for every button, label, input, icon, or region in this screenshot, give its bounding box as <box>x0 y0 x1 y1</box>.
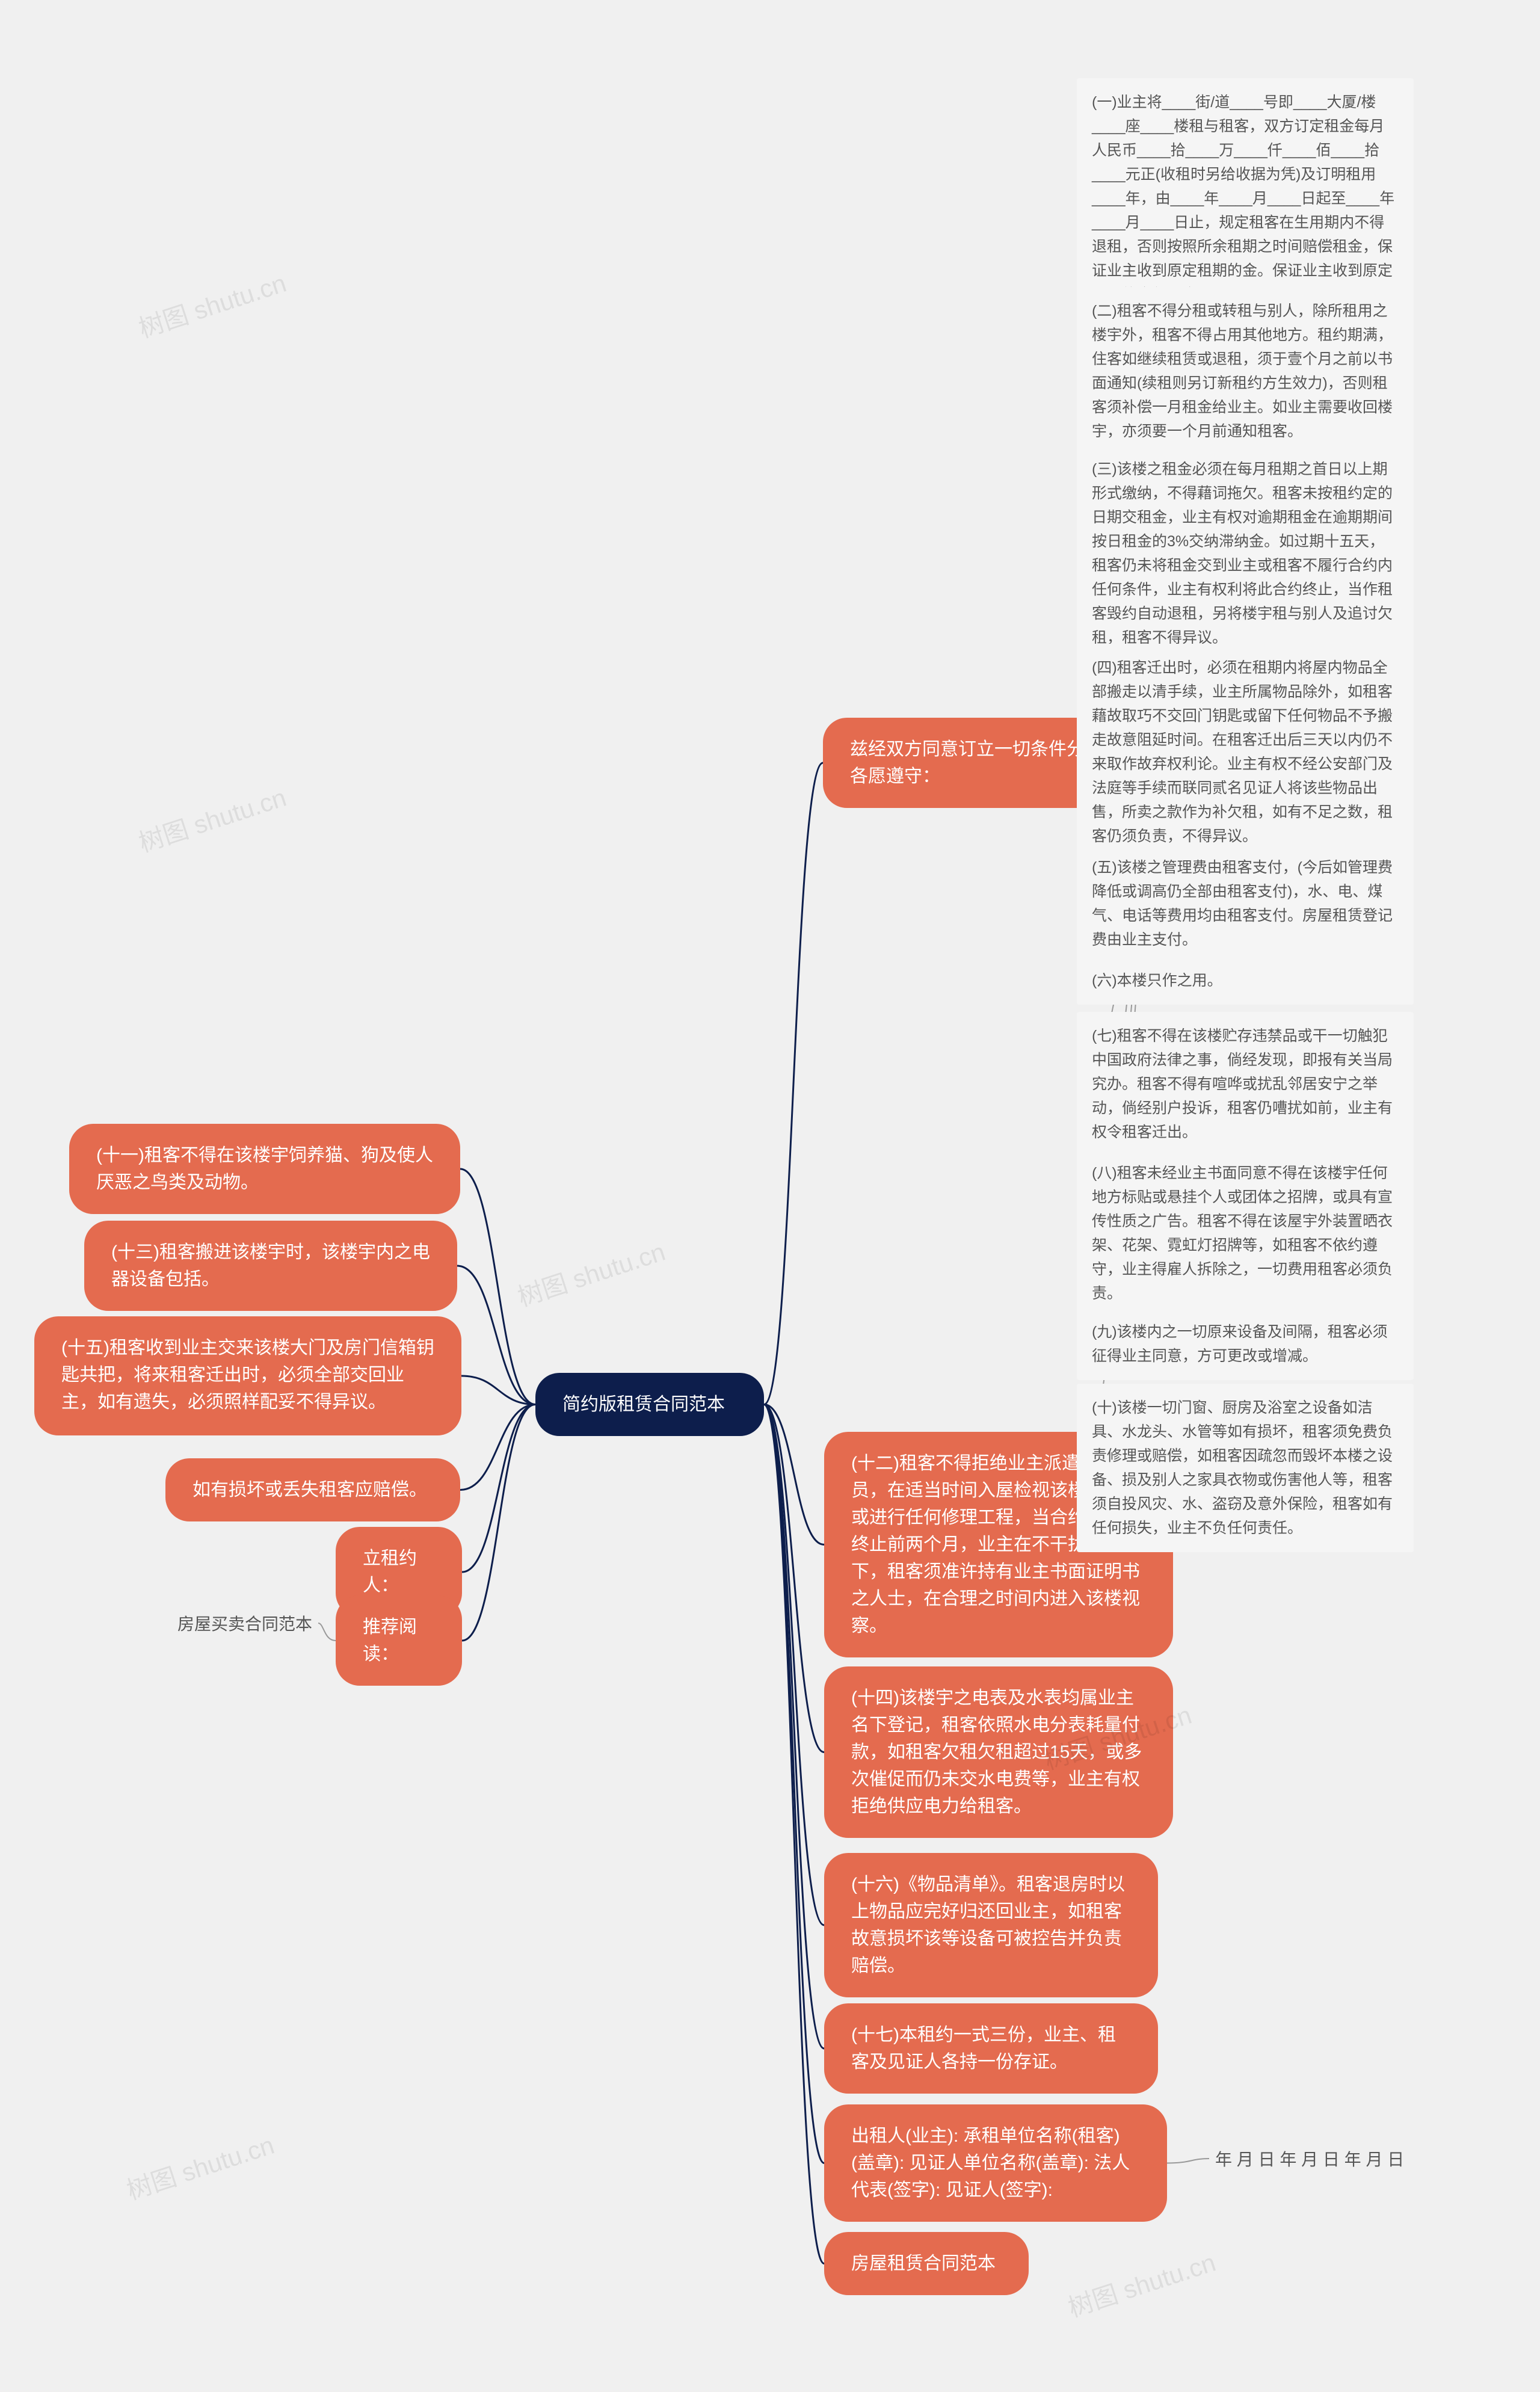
note-note6: (六)本楼只作之用。 <box>1077 957 1414 1005</box>
watermark: 树图 shutu.cn <box>134 263 291 345</box>
note-note8: (八)租客未经业主书面同意不得在该楼宇任何地方标贴或悬挂个人或团体之招牌，或具有… <box>1077 1149 1414 1318</box>
watermark: 树图 shutu.cn <box>134 777 291 860</box>
branch-node-n17: (十七)本租约一式三份，业主、租客及见证人各持一份存证。 <box>824 2003 1158 2094</box>
branch-node-nLessor: 出租人(业主): 承租单位名称(租客)(盖章): 见证人单位名称(盖章): 法人… <box>824 2104 1167 2222</box>
branch-node-nDmg: 如有损坏或丢失租客应赔偿。 <box>165 1458 460 1521</box>
note-note2: (二)租客不得分租或转租与别人，除所租用之楼宇外，租客不得占用其他地方。租约期满… <box>1077 287 1414 455</box>
root-label: 简约版租赁合同范本 <box>562 1395 725 1414</box>
note-note3: (三)该楼之租金必须在每月租期之首日以上期形式缴纳，不得藉词拖欠。租客未按租约定… <box>1077 445 1414 662</box>
note-note9: (九)该楼内之一切原来设备及间隔，租客必须征得业主同意，方可更改或增减。 <box>1077 1308 1414 1380</box>
branch-node-nRec: 推荐阅读： <box>336 1595 462 1686</box>
root-node: 简约版租赁合同范本 <box>535 1373 764 1436</box>
branch-node-n14: (十四)该楼宇之电表及水表均属业主名下登记，租客依照水电分表耗量付款，如租客欠租… <box>824 1666 1173 1838</box>
plain-text-p2: 年 月 日 年 月 日 年 月 日 <box>1215 2147 1404 2171</box>
note-note4: (四)租客迁出时，必须在租期内将屋内物品全部搬走以清手续，业主所属物品除外，如租… <box>1077 644 1414 860</box>
watermark: 树图 shutu.cn <box>1063 2242 1220 2325</box>
note-note1: (一)业主将____街/道____号即____大厦/楼____座____楼租与租… <box>1077 78 1414 319</box>
branch-node-n15: (十五)租客收到业主交来该楼大门及房门信箱钥匙共把，将来租客迁出时，必须全部交回… <box>34 1316 461 1435</box>
watermark: 树图 shutu.cn <box>122 2125 279 2207</box>
note-note7: (七)租客不得在该楼贮存违禁品或干一切触犯中国政府法律之事，倘经发现，即报有关当… <box>1077 1012 1414 1156</box>
branch-node-n11: (十一)租客不得在该楼宇饲养猫、狗及使人厌恶之鸟类及动物。 <box>69 1124 460 1214</box>
note-note5: (五)该楼之管理费由租客支付，(今后如管理费降低或调高仍全部由租客支付)，水、电… <box>1077 843 1414 964</box>
note-note10: (十)该楼一切门窗、厨房及浴室之设备如洁具、水龙头、水管等如有损坏，租客须免费负… <box>1077 1384 1414 1552</box>
watermark: 树图 shutu.cn <box>513 1231 670 1314</box>
branch-node-n16: (十六)《物品清单》。租客退房时以上物品应完好归还回业主，如租客故意损坏该等设备… <box>824 1853 1158 1997</box>
plain-text-p1: 房屋买卖合同范本 <box>177 1611 312 1635</box>
branch-node-nLease: 房屋租赁合同范本 <box>824 2232 1029 2295</box>
branch-node-n13: (十三)租客搬进该楼宇时，该楼宇内之电器设备包括。 <box>84 1221 457 1311</box>
